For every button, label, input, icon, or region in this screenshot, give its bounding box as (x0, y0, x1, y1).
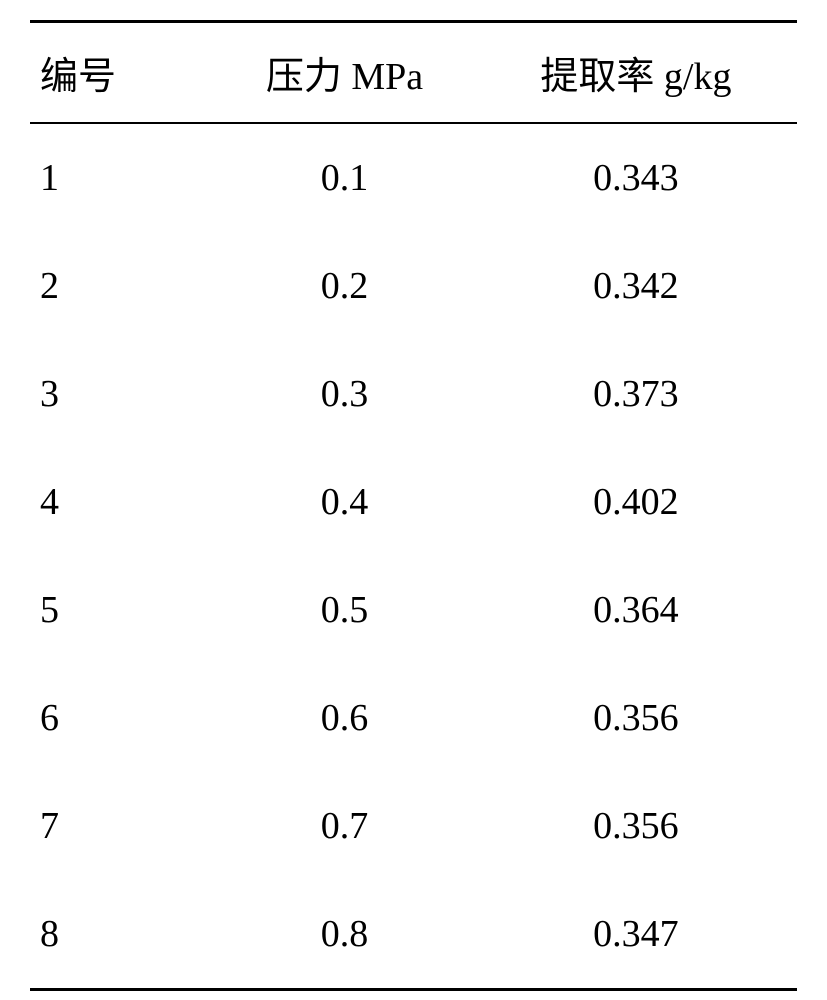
table-row: 3 0.3 0.373 (30, 340, 797, 448)
cell-rate: 0.402 (475, 448, 797, 556)
cell-rate: 0.373 (475, 340, 797, 448)
cell-pressure: 0.3 (214, 340, 475, 448)
cell-pressure: 0.5 (214, 556, 475, 664)
cell-pressure: 0.2 (214, 232, 475, 340)
table-row: 5 0.5 0.364 (30, 556, 797, 664)
cell-pressure: 0.7 (214, 772, 475, 880)
cell-id: 3 (30, 340, 214, 448)
col-header-pressure: 压力 MPa (214, 22, 475, 124)
data-table-container: 编号 压力 MPa 提取率 g/kg 1 0.1 0.343 2 0.2 0.3… (0, 0, 827, 991)
cell-id: 8 (30, 880, 214, 990)
col-header-rate: 提取率 g/kg (475, 22, 797, 124)
cell-pressure: 0.6 (214, 664, 475, 772)
cell-rate: 0.356 (475, 772, 797, 880)
data-table: 编号 压力 MPa 提取率 g/kg 1 0.1 0.343 2 0.2 0.3… (30, 20, 797, 991)
cell-id: 5 (30, 556, 214, 664)
cell-id: 2 (30, 232, 214, 340)
cell-pressure: 0.1 (214, 123, 475, 232)
cell-rate: 0.364 (475, 556, 797, 664)
cell-id: 4 (30, 448, 214, 556)
cell-rate: 0.343 (475, 123, 797, 232)
cell-rate: 0.342 (475, 232, 797, 340)
table-row: 7 0.7 0.356 (30, 772, 797, 880)
table-row: 8 0.8 0.347 (30, 880, 797, 990)
cell-rate: 0.356 (475, 664, 797, 772)
cell-id: 7 (30, 772, 214, 880)
col-header-id: 编号 (30, 22, 214, 124)
cell-rate: 0.347 (475, 880, 797, 990)
cell-id: 1 (30, 123, 214, 232)
table-row: 1 0.1 0.343 (30, 123, 797, 232)
table-row: 4 0.4 0.402 (30, 448, 797, 556)
cell-id: 6 (30, 664, 214, 772)
table-row: 6 0.6 0.356 (30, 664, 797, 772)
table-header-row: 编号 压力 MPa 提取率 g/kg (30, 22, 797, 124)
table-row: 2 0.2 0.342 (30, 232, 797, 340)
cell-pressure: 0.8 (214, 880, 475, 990)
cell-pressure: 0.4 (214, 448, 475, 556)
